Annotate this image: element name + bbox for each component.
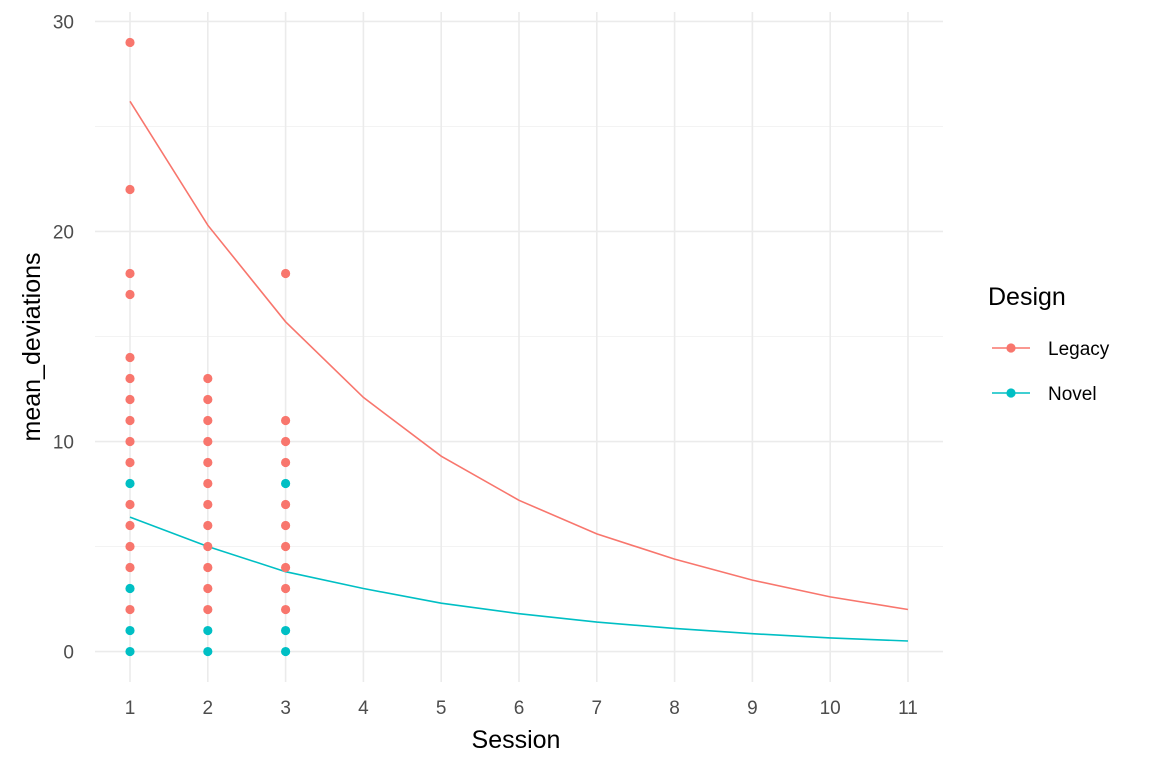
data-point-novel [203,625,213,636]
data-point-legacy [125,184,135,195]
data-point-legacy [281,499,291,510]
x-tick-label: 3 [280,698,291,719]
x-tick-label: 5 [436,698,447,719]
x-tick-label: 4 [358,698,369,719]
data-point-legacy [125,562,135,573]
legend: Design Legacy Novel [988,283,1110,405]
data-point-legacy [203,457,213,468]
legend-key-point [1006,343,1016,353]
data-point-novel [203,646,213,657]
data-point-legacy [281,520,291,531]
data-point-legacy [203,499,213,510]
data-point-legacy [125,415,135,426]
data-point-legacy [281,415,291,426]
data-point-legacy [203,415,213,426]
data-point-legacy [125,541,135,552]
data-point-legacy [203,373,213,384]
data-point-legacy [125,268,135,279]
grid [95,12,943,682]
data-point-legacy [125,394,135,405]
x-tick-label: 8 [669,698,680,719]
data-point-legacy [203,541,213,552]
y-tick-label: 30 [53,12,74,33]
data-point-legacy [125,499,135,510]
data-point-novel [281,646,291,657]
data-point-legacy [203,436,213,447]
data-point-legacy [203,583,213,594]
data-point-legacy [203,478,213,489]
x-tick-label: 10 [820,698,841,719]
x-tick-label: 7 [592,698,603,719]
data-point-legacy [281,541,291,552]
data-point-legacy [281,268,291,279]
data-point-legacy [125,520,135,531]
data-point-legacy [125,436,135,447]
y-tick-label: 10 [53,433,74,454]
data-point-legacy [125,457,135,468]
legend-item-legacy: Legacy [992,339,1110,360]
x-tick-label: 2 [203,698,214,719]
data-point-legacy [125,373,135,384]
y-tick-label: 20 [53,222,74,243]
x-tick-label: 6 [514,698,525,719]
x-axis-title: Session [472,726,561,754]
fit-line-novel [129,516,909,642]
data-point-novel [125,625,135,636]
legend-item-novel: Novel [992,384,1097,405]
tick-labels: 0 10 20 30 1 2 3 4 5 6 7 8 9 10 11 [53,12,918,719]
x-tick-label: 11 [898,698,918,719]
data-point-novel [125,583,135,594]
legend-label: Legacy [1048,339,1110,360]
data-point-legacy [281,604,291,615]
data-point-novel [281,478,291,489]
legend-label: Novel [1048,384,1097,405]
data-point-legacy [203,394,213,405]
data-point-legacy [203,520,213,531]
data-point-novel [125,646,135,657]
data-point-legacy [203,604,213,615]
data-point-legacy [281,436,291,447]
x-tick-label: 1 [125,698,136,719]
data-point-novel [281,625,291,636]
x-tick-label: 9 [747,698,758,719]
series-layer [125,37,909,657]
data-point-legacy [281,457,291,468]
data-point-legacy [125,289,135,300]
legend-title: Design [988,283,1066,311]
data-point-legacy [125,37,135,48]
data-point-legacy [281,583,291,594]
data-point-legacy [281,562,291,573]
y-tick-label: 0 [63,643,74,664]
y-axis-title: mean_deviations [18,252,46,441]
data-point-novel [125,478,135,489]
legend-key-point [1006,388,1016,398]
data-point-legacy [203,562,213,573]
data-point-legacy [125,352,135,363]
fit-line-legacy [129,100,909,611]
data-point-legacy [125,604,135,615]
